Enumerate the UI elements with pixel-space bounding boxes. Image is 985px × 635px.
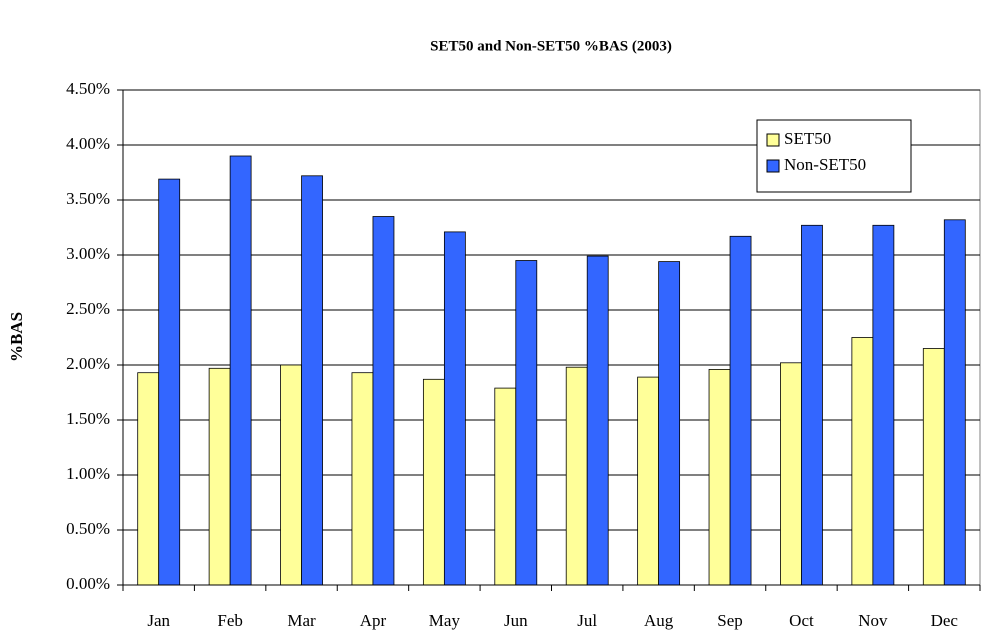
bar bbox=[708, 368, 731, 586]
x-tick-label: Feb bbox=[217, 611, 243, 630]
bar bbox=[943, 219, 966, 586]
bar bbox=[780, 362, 802, 586]
x-tick-label: Oct bbox=[789, 611, 814, 630]
y-axis-label: %BAS bbox=[7, 312, 26, 362]
y-tick-label: 2.00% bbox=[66, 354, 110, 373]
bar bbox=[565, 366, 588, 586]
bar bbox=[494, 387, 517, 586]
bar bbox=[208, 367, 231, 586]
x-tick-label: Apr bbox=[360, 611, 387, 630]
chart-title: SET50 and Non-SET50 %BAS (2003) bbox=[430, 38, 672, 54]
bar bbox=[301, 175, 323, 586]
bar bbox=[515, 260, 538, 586]
y-tick-label: 1.00% bbox=[66, 464, 110, 483]
x-tick-label: Mar bbox=[287, 611, 316, 630]
bar bbox=[280, 364, 302, 586]
bar bbox=[229, 155, 252, 586]
bar bbox=[158, 178, 181, 586]
x-tick-label: Jun bbox=[504, 611, 528, 630]
bar bbox=[637, 376, 660, 586]
legend-label: Non-SET50 bbox=[784, 155, 866, 174]
legend-label: SET50 bbox=[784, 129, 831, 148]
y-tick-label: 3.50% bbox=[66, 189, 110, 208]
legend-box bbox=[756, 119, 912, 193]
x-tick-label: Aug bbox=[644, 611, 674, 630]
y-tick-label: 0.00% bbox=[66, 574, 110, 593]
legend-swatch bbox=[766, 159, 780, 173]
bar bbox=[422, 378, 445, 586]
x-tick-label: Nov bbox=[858, 611, 888, 630]
x-tick-label: Jan bbox=[147, 611, 170, 630]
bar bbox=[137, 372, 160, 586]
bar bbox=[872, 224, 895, 586]
bar bbox=[351, 372, 374, 586]
bar bbox=[443, 231, 466, 586]
bar bbox=[801, 224, 823, 586]
legend-swatch bbox=[766, 133, 780, 147]
x-tick-label: Jul bbox=[577, 611, 597, 630]
bar bbox=[372, 216, 395, 586]
x-tick-label: Dec bbox=[931, 611, 959, 630]
y-tick-label: 4.00% bbox=[66, 134, 110, 153]
x-tick-label: Sep bbox=[717, 611, 743, 630]
bar bbox=[586, 255, 609, 586]
y-tick-label: 2.50% bbox=[66, 299, 110, 318]
x-tick-label: May bbox=[429, 611, 461, 630]
y-tick-label: 1.50% bbox=[66, 409, 110, 428]
y-tick-label: 4.50% bbox=[66, 79, 110, 98]
bar bbox=[729, 235, 752, 586]
bar bbox=[658, 261, 681, 586]
y-tick-label: 0.50% bbox=[66, 519, 110, 538]
y-tick-label: 3.00% bbox=[66, 244, 110, 263]
bar bbox=[851, 337, 874, 586]
bar bbox=[922, 348, 945, 586]
